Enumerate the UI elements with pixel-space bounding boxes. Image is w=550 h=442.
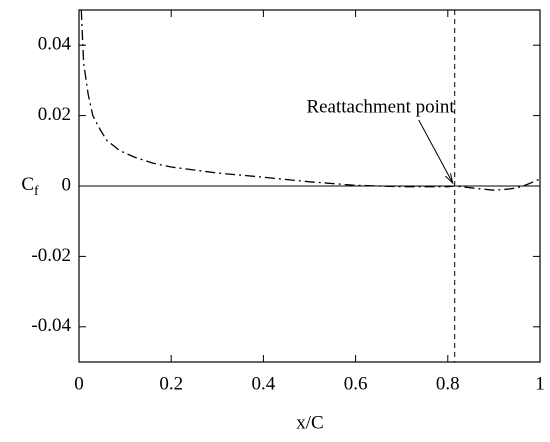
x-tick-label: 0.2 xyxy=(159,373,183,394)
x-tick-label: 0.8 xyxy=(436,373,460,394)
y-tick-label: 0.04 xyxy=(38,34,72,55)
annotation-arrowhead xyxy=(445,173,454,185)
cf-line xyxy=(80,9,541,191)
x-axis-label: x/C xyxy=(296,412,323,433)
annotation-text: Reattachment point xyxy=(306,96,455,117)
annotation-arrow xyxy=(418,119,454,184)
y-label-main: C xyxy=(21,174,34,195)
y-tick-label: 0.02 xyxy=(38,104,71,125)
plot-frame xyxy=(78,9,541,363)
y-tick-label: -0.04 xyxy=(31,315,71,336)
y-tick-label: 0 xyxy=(62,174,72,195)
y-label-sub: f xyxy=(34,184,39,199)
x-tick-label: 0.6 xyxy=(344,373,368,394)
y-axis-label: Cf xyxy=(21,174,39,199)
x-tick-label: 0 xyxy=(74,373,84,394)
x-tick-label: 1 xyxy=(535,373,545,394)
y-tick-label: -0.02 xyxy=(31,245,71,266)
x-tick-label: 0.4 xyxy=(252,373,276,394)
